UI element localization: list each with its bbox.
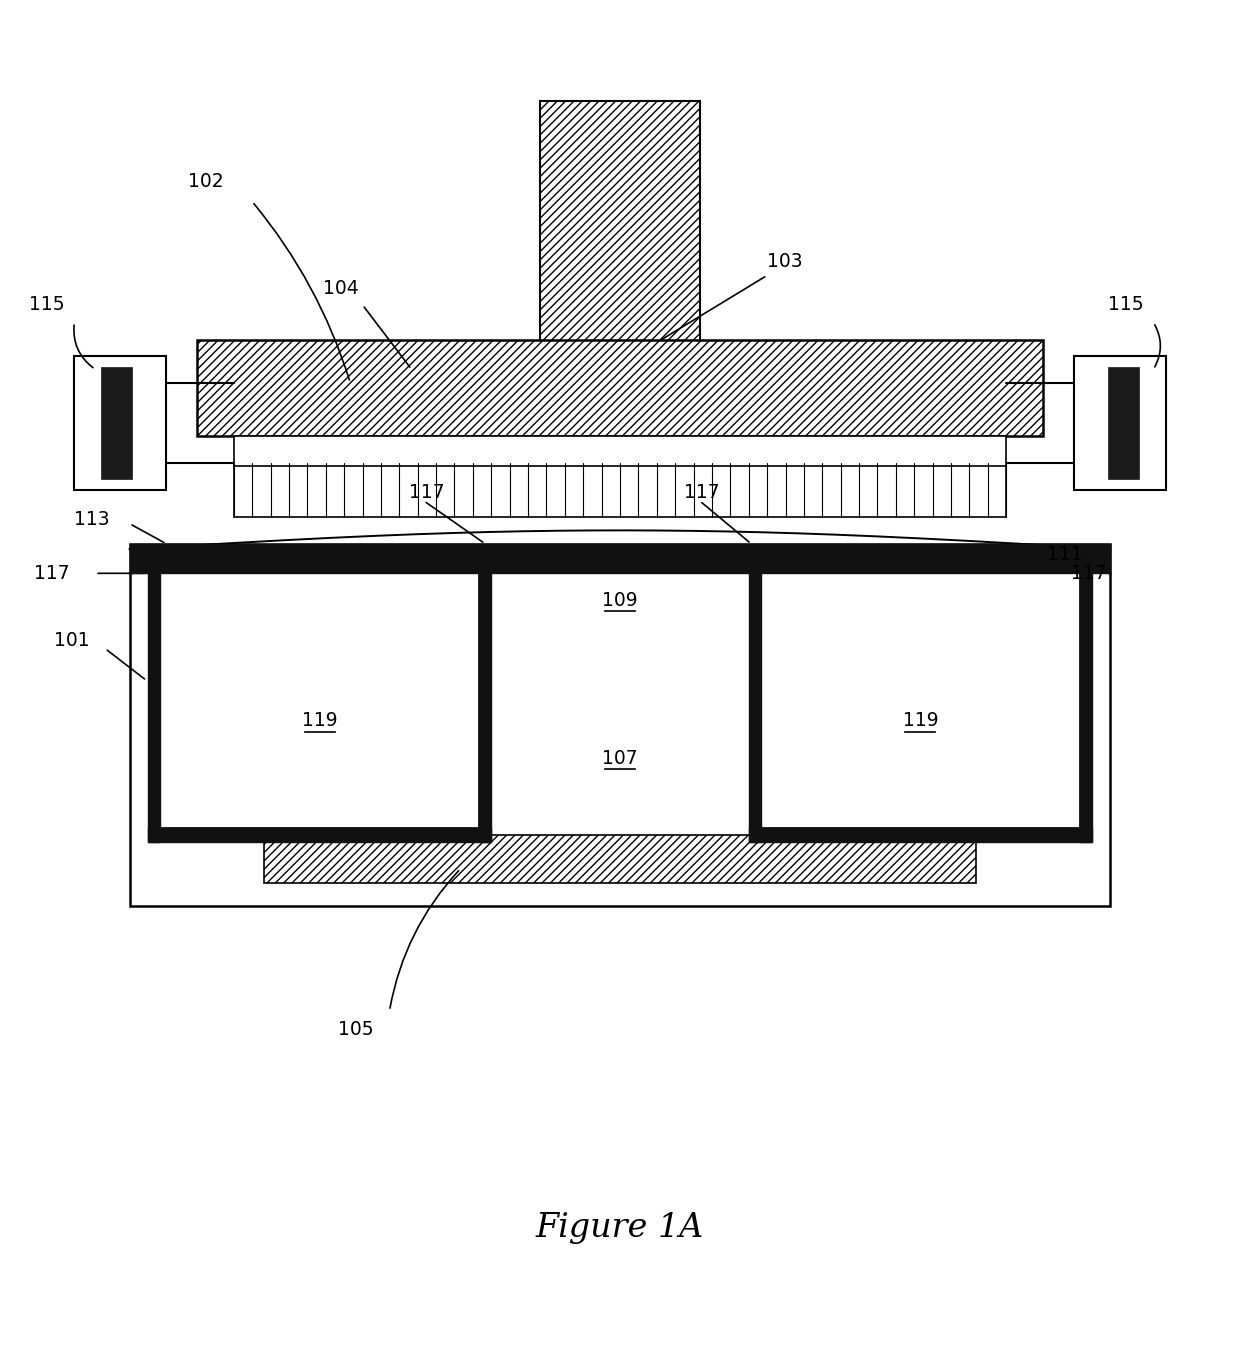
Bar [129, 544, 1111, 906]
Bar [234, 437, 1006, 466]
Text: 117: 117 [409, 483, 445, 502]
Bar [749, 571, 761, 842]
Text: 115: 115 [1109, 296, 1143, 315]
Bar [479, 571, 491, 842]
Bar [74, 355, 166, 490]
Bar [1080, 571, 1092, 842]
Text: 104: 104 [324, 279, 360, 298]
Bar [749, 829, 1092, 842]
Text: Figure 1A: Figure 1A [536, 1212, 704, 1245]
Text: 101: 101 [53, 631, 89, 650]
Text: 102: 102 [188, 172, 224, 191]
Text: 117: 117 [33, 564, 69, 583]
Text: 111: 111 [1047, 545, 1083, 564]
Bar [197, 340, 1043, 437]
Text: 117: 117 [683, 483, 719, 502]
Bar [264, 835, 976, 883]
Text: 113: 113 [74, 510, 110, 529]
Bar [1109, 366, 1138, 480]
Text: 119: 119 [903, 712, 939, 731]
Bar [541, 100, 699, 343]
Text: 119: 119 [301, 712, 337, 731]
Text: 105: 105 [339, 1020, 373, 1039]
Bar [148, 829, 491, 842]
Text: 103: 103 [768, 252, 802, 271]
Bar [761, 571, 1080, 829]
Text: 107: 107 [603, 749, 637, 767]
Bar [129, 544, 1111, 574]
Text: 117: 117 [1071, 564, 1107, 583]
Bar [1074, 355, 1166, 490]
Text: 115: 115 [29, 296, 64, 315]
Bar [148, 571, 160, 842]
Bar [102, 366, 131, 480]
Text: 109: 109 [603, 591, 637, 610]
Bar [160, 571, 479, 829]
Bar [234, 464, 1006, 517]
